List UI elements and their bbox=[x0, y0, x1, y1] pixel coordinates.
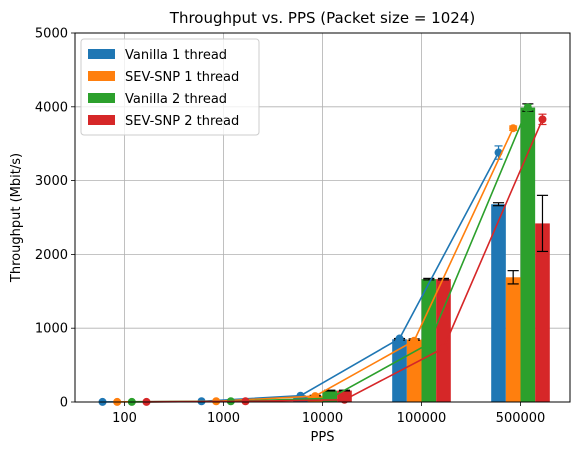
series-point bbox=[538, 115, 547, 124]
series-point bbox=[523, 103, 532, 112]
bar bbox=[436, 279, 451, 402]
y-tick-label: 1000 bbox=[35, 322, 68, 337]
y-tick-label: 5000 bbox=[35, 27, 68, 42]
x-axis-label: PPS bbox=[311, 430, 335, 445]
legend-label: Vanilla 2 thread bbox=[125, 92, 227, 107]
x-tick-label: 100000 bbox=[397, 411, 447, 426]
legend-swatch bbox=[88, 71, 115, 81]
legend-swatch bbox=[88, 49, 115, 59]
chart-title: Throughput vs. PPS (Packet size = 1024) bbox=[169, 9, 475, 27]
series-point bbox=[395, 334, 404, 343]
ticks: 0 1000 2000 3000 4000 5000 100 1000 10000 100000 5… bbox=[35, 27, 545, 427]
y-tick-label: 0 bbox=[60, 396, 68, 411]
bar bbox=[406, 339, 422, 402]
series-point bbox=[439, 344, 448, 353]
legend: Vanilla 1 thread SEV-SNP 1 thread Vanilla … bbox=[80, 38, 260, 136]
x-tick-label: 10000 bbox=[302, 411, 343, 426]
x-tick-label: 500000 bbox=[496, 411, 546, 426]
legend-swatch bbox=[88, 93, 115, 103]
y-axis-label: Throughput (Mbit/s) bbox=[9, 153, 24, 283]
x-tick-label: 1000 bbox=[207, 411, 240, 426]
series-point bbox=[340, 395, 349, 404]
series-point bbox=[325, 394, 334, 403]
y-tick-label: 3000 bbox=[35, 174, 68, 189]
legend-label: SEV-SNP 1 thread bbox=[125, 70, 239, 85]
bar bbox=[491, 204, 506, 402]
legend-label: SEV-SNP 2 thread bbox=[125, 114, 239, 129]
series-point bbox=[410, 336, 419, 345]
bar bbox=[535, 223, 550, 402]
series-lines bbox=[98, 103, 547, 406]
legend-box bbox=[80, 38, 260, 136]
y-tick-label: 4000 bbox=[35, 100, 68, 115]
series-point bbox=[424, 339, 433, 348]
bar bbox=[520, 107, 536, 403]
legend-label: Vanilla 1 thread bbox=[125, 48, 227, 63]
bar bbox=[505, 277, 521, 402]
legend-swatch bbox=[88, 115, 115, 125]
x-tick-label: 100 bbox=[112, 411, 137, 426]
series-point bbox=[241, 397, 250, 406]
y-tick-label: 2000 bbox=[35, 248, 68, 263]
series-point bbox=[509, 124, 518, 133]
